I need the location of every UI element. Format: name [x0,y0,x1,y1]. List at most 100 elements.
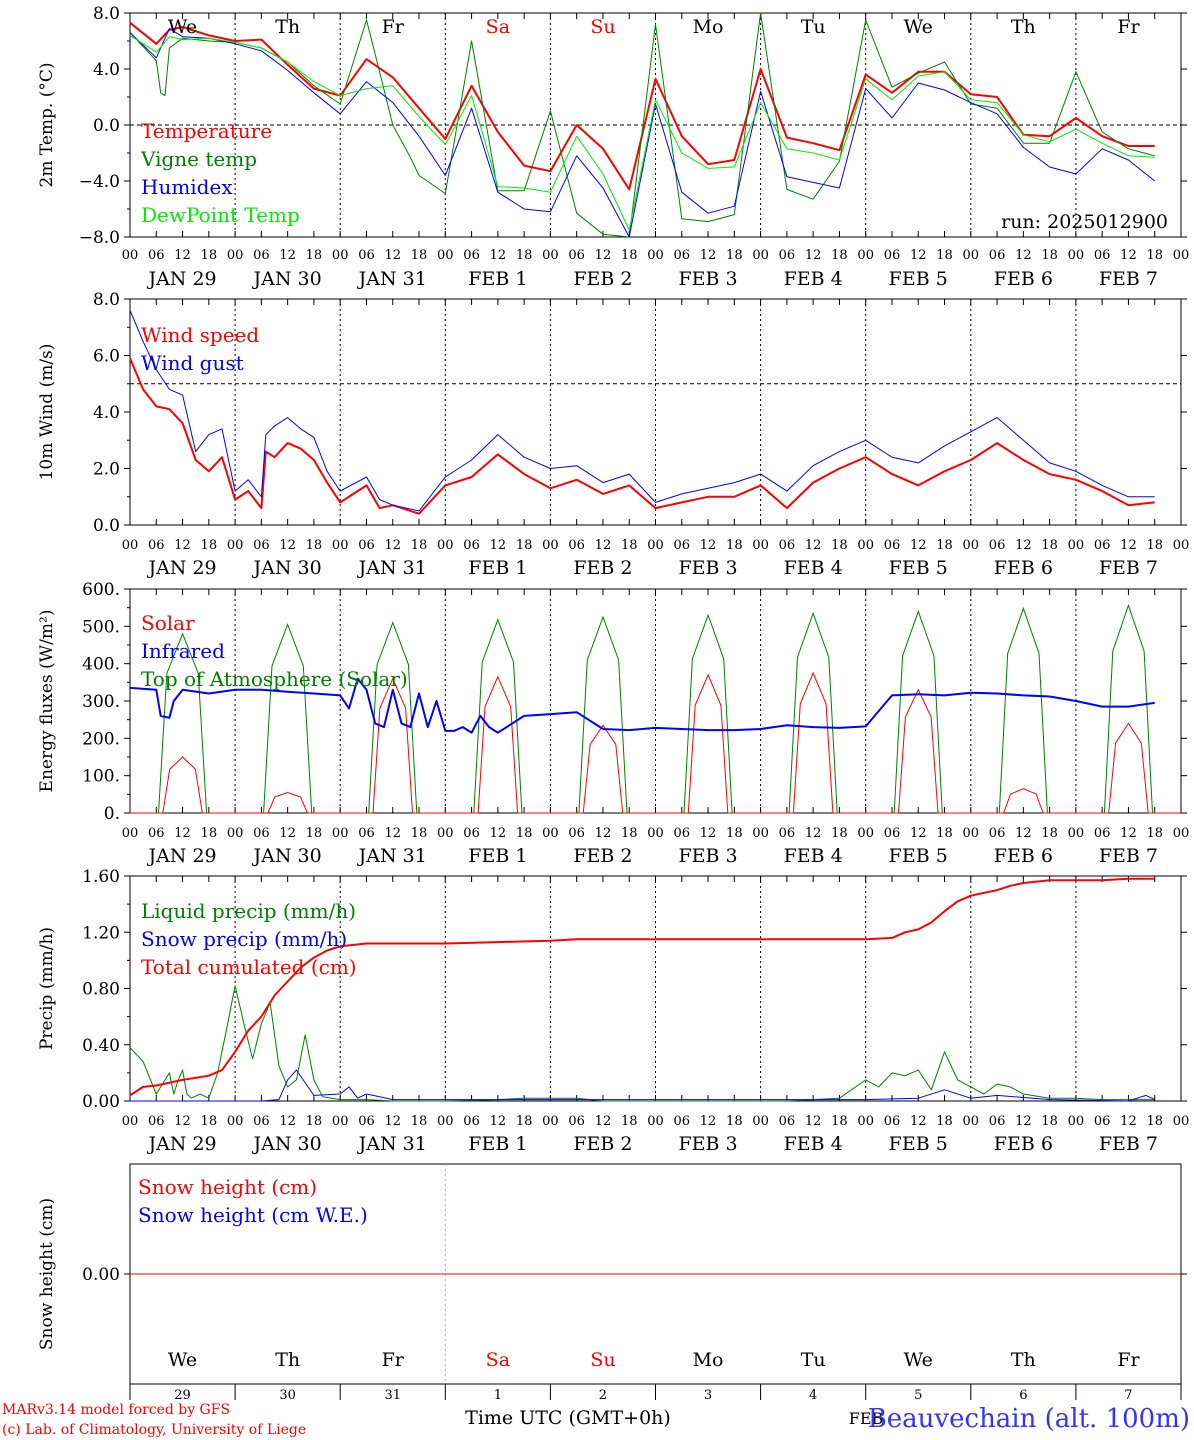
hour-tick-label: 00 [963,538,980,553]
hour-tick-label: 00 [227,826,244,841]
solar-line [445,675,551,814]
panel-4: 1.60 1.20 0.80 0.40 0.00 Precip (mm/h) 00 06 12 1… [37,867,1189,1155]
solar-line [550,724,656,814]
hour-tick-label: 12 [174,1114,191,1129]
hour-tick-label: 00 [122,538,139,553]
hour-tick-label: 18 [1041,1114,1058,1129]
day-label: FEB 3 [678,845,737,867]
hour-tick-label: 00 [542,248,559,263]
y-tick-label: 0.40 [82,1036,120,1056]
day-label: JAN 29 [146,557,216,579]
panel-3: 600. 500. 400. 300. 200. 100. 0. Energy fluxes … [37,580,1189,867]
hour-tick-label: 00 [752,538,769,553]
hour-tick-label: 00 [752,248,769,263]
weekday-label: Fr [1117,16,1140,38]
hour-tick-label: 12 [595,538,612,553]
hour-tick-label: 00 [857,248,874,263]
hour-tick-label: 12 [384,826,401,841]
hour-tick-label: 00 [332,826,349,841]
y-tick-label: 100. [82,767,120,787]
hour-tick-label: 18 [1146,538,1163,553]
legend-entry: Snow height (cm) [138,1175,317,1199]
day-label: JAN 30 [252,268,322,290]
hour-tick-label: 00 [542,1114,559,1129]
legend-entry: Total cumulated (cm) [141,955,357,979]
run-label: run: 2025012900 [1001,211,1168,233]
hour-tick-label: 06 [989,826,1006,841]
hour-tick-label: 06 [568,538,585,553]
day-label: FEB 3 [678,268,737,290]
series-line-temperature [129,22,1155,191]
hour-tick-label: 18 [831,538,848,553]
y-tick-label: 0.00 [82,1092,120,1112]
hour-tick-label: 12 [805,1114,822,1129]
hour-tick-label: 18 [621,1114,638,1129]
hour-tick-label: 18 [411,1114,428,1129]
hour-tick-label: 00 [122,248,139,263]
toa-solar-line [655,613,761,814]
toa-solar-line [1075,603,1181,814]
hour-tick-label: 00 [122,1114,139,1129]
hour-tick-label: 18 [411,538,428,553]
hour-tick-label: 12 [174,248,191,263]
hour-tick-label: 18 [621,826,638,841]
hour-tick-label: 12 [490,826,507,841]
hour-tick-label: 18 [726,826,743,841]
hour-tick-label: 18 [306,248,323,263]
weekday-label: Su [590,16,615,38]
legend-entry: Top of Atmosphere (Solar) [141,667,408,691]
day-label: FEB 2 [573,845,632,867]
weekday-label: Th [275,16,300,38]
day-label: FEB 5 [889,268,948,290]
solar-line [130,756,236,814]
hour-tick-label: 06 [463,248,480,263]
legend-entry: Solar [141,611,195,635]
panel-2: 8.0 6.0 4.0 2.0 0.0 10m Wind (m/s) 00 06 12 18 00 0… [37,290,1189,579]
hour-tick-label: 00 [542,538,559,553]
hour-tick-label: 06 [674,1114,691,1129]
hour-tick-label: 12 [805,538,822,553]
y-tick-label: 0.0 [93,116,120,136]
legend-entry: Infrared [141,639,225,663]
weekday-label: Fr [382,1349,405,1371]
hour-tick-label: 00 [752,826,769,841]
hour-tick-label: 18 [306,1114,323,1129]
y-axis-label: Snow height (cm) [37,1198,57,1350]
hour-tick-label: 06 [148,826,165,841]
hour-tick-label: 06 [148,538,165,553]
hour-tick-label: 00 [963,826,980,841]
y-tick-label: −8.0 [79,228,120,248]
model-credit: MARv3.14 model forced by GFS [2,1402,230,1418]
hour-tick-label: 18 [306,826,323,841]
day-label: JAN 31 [357,268,427,290]
weekday-label: Fr [382,16,405,38]
hour-tick-label: 00 [332,248,349,263]
hour-tick-label: 06 [358,826,375,841]
hour-tick-label: 12 [490,248,507,263]
hour-tick-label: 18 [1146,826,1163,841]
hour-tick-label: 00 [437,826,454,841]
y-tick-label: 1.20 [82,923,120,943]
hour-tick-label: 00 [963,248,980,263]
toa-solar-line [550,615,656,814]
weekday-label: Su [590,1349,615,1371]
hour-tick-label: 06 [884,538,901,553]
toa-solar-line [970,606,1076,814]
day-label: FEB 2 [573,1133,632,1155]
hour-tick-label: 12 [384,538,401,553]
hour-tick-label: 06 [1094,538,1111,553]
hour-tick-label: 06 [568,1114,585,1129]
y-tick-label: 300. [82,692,120,712]
hour-tick-label: 00 [437,1114,454,1129]
weekday-label: Mo [693,1349,724,1371]
day-label: JAN 31 [357,845,427,867]
day-number-label: 3 [704,1388,712,1403]
hour-tick-label: 00 [647,248,664,263]
hour-tick-label: 06 [568,248,585,263]
hour-tick-label: 18 [831,248,848,263]
hour-tick-label: 00 [647,1114,664,1129]
toa-solar-line [445,618,551,814]
y-tick-label: 0.0 [93,516,120,536]
hour-tick-label: 12 [595,826,612,841]
